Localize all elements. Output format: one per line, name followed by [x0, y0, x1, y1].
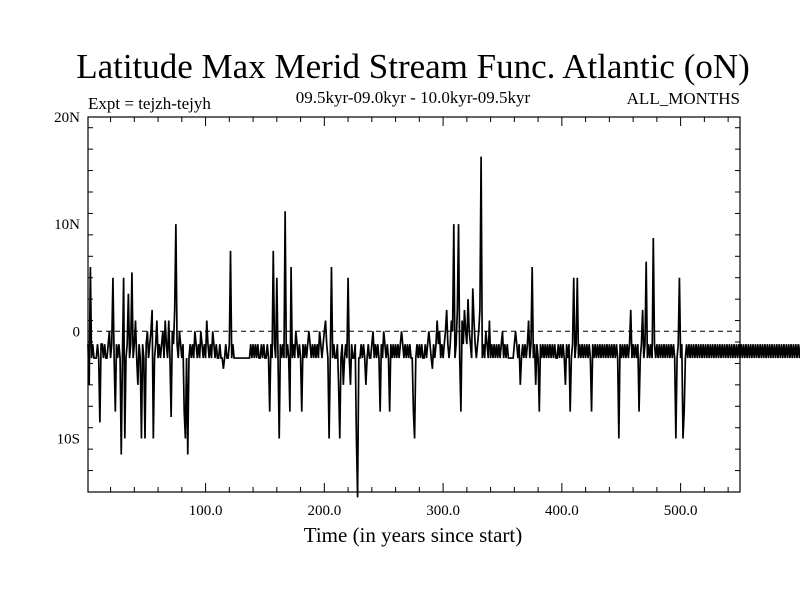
- x-tick-label: 500.0: [664, 503, 698, 519]
- y-tick-label: 20N: [54, 110, 80, 126]
- x-tick-label: 200.0: [307, 503, 341, 519]
- chart-title: Latitude Max Merid Stream Func. Atlantic…: [76, 47, 750, 86]
- x-axis-label: Time (in years since start): [304, 523, 523, 547]
- plot-frame: [87, 116, 741, 493]
- x-tick-label: 400.0: [545, 503, 579, 519]
- period-label: 09.5kyr-09.0kyr - 10.0kyr-09.5kyr: [296, 88, 531, 107]
- plot-area: 100.0 200.0 300.0 400.0 500.0 20N 10N 0 10S: [54, 110, 800, 519]
- series-line: [87, 156, 800, 498]
- x-tick-label: 300.0: [426, 503, 460, 519]
- x-tick-label: 100.0: [189, 503, 223, 519]
- y-tick-label: 10N: [54, 217, 80, 233]
- months-label: ALL_MONTHS: [627, 89, 740, 108]
- y-tick-label: 10S: [57, 431, 80, 447]
- y-axis-ticks: 20N 10N 0 10S: [54, 110, 740, 493]
- x-axis-ticks: 100.0 200.0 300.0 400.0 500.0: [110, 117, 729, 519]
- experiment-label: Expt = tejzh-tejyh: [88, 94, 211, 113]
- y-tick-label: 0: [73, 324, 81, 340]
